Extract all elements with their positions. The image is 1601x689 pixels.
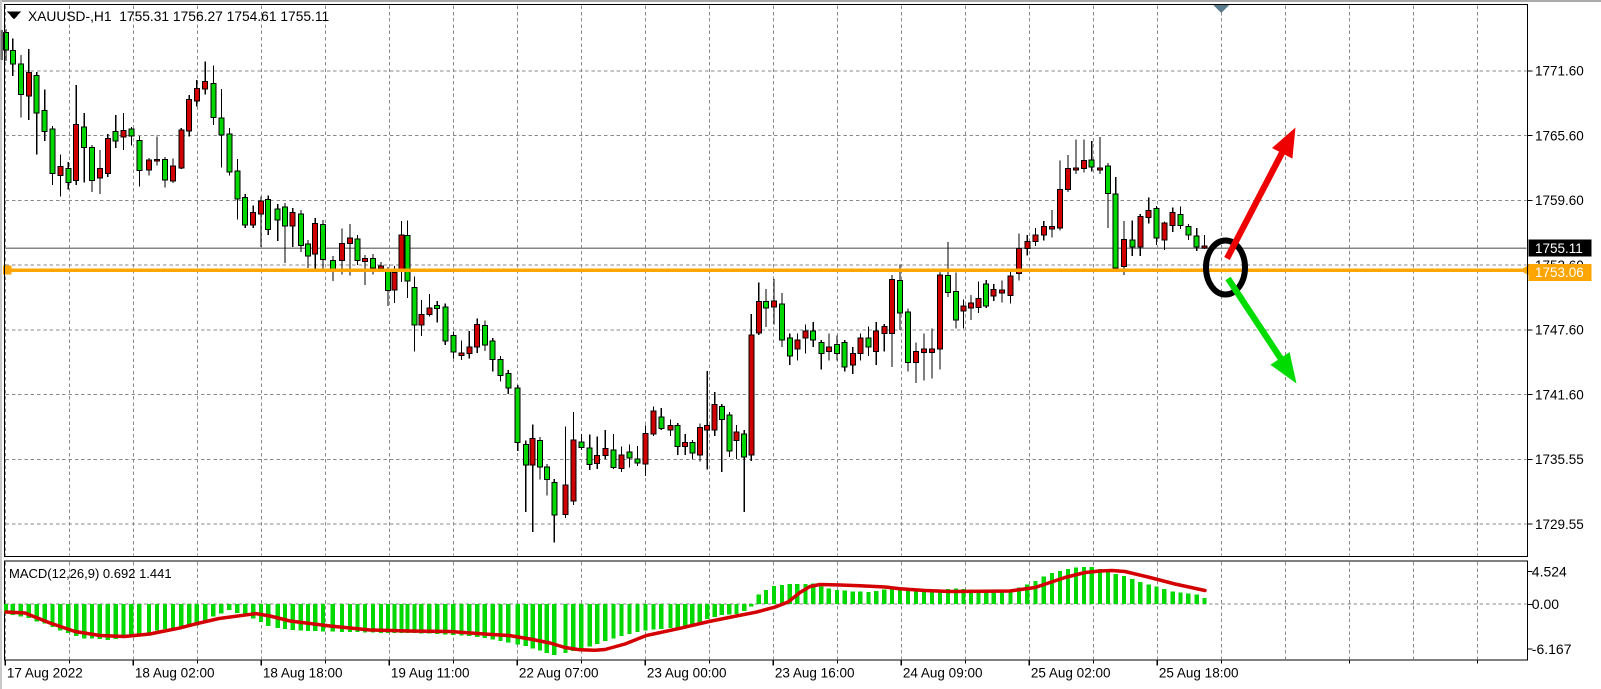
- svg-text:23 Aug 16:00: 23 Aug 16:00: [775, 666, 855, 681]
- svg-text:18 Aug 02:00: 18 Aug 02:00: [135, 666, 215, 681]
- svg-text:MACD(12,26,9) 0.692 1.441: MACD(12,26,9) 0.692 1.441: [9, 566, 172, 581]
- svg-text:1755.11: 1755.11: [1535, 241, 1583, 256]
- svg-text:18 Aug 18:00: 18 Aug 18:00: [263, 666, 343, 681]
- svg-text:25 Aug 02:00: 25 Aug 02:00: [1031, 666, 1111, 681]
- svg-text:23 Aug 00:00: 23 Aug 00:00: [647, 666, 727, 681]
- svg-text:1765.60: 1765.60: [1535, 128, 1584, 143]
- svg-text:4.524: 4.524: [1532, 563, 1567, 579]
- svg-text:19 Aug 11:00: 19 Aug 11:00: [391, 666, 470, 681]
- svg-text:1735.55: 1735.55: [1535, 452, 1584, 467]
- svg-text:1741.60: 1741.60: [1535, 387, 1584, 402]
- svg-text:XAUUSD-,H1 1755.31 1756.27 17: XAUUSD-,H1 1755.31 1756.27 1754.61 1755.…: [28, 9, 329, 24]
- svg-text:-6.167: -6.167: [1532, 641, 1572, 657]
- svg-text:1729.55: 1729.55: [1535, 517, 1584, 532]
- svg-text:0.00: 0.00: [1532, 596, 1559, 612]
- svg-text:1759.60: 1759.60: [1535, 193, 1584, 208]
- svg-text:1747.60: 1747.60: [1535, 323, 1584, 338]
- svg-text:24 Aug 09:00: 24 Aug 09:00: [903, 666, 983, 681]
- svg-text:17 Aug 2022: 17 Aug 2022: [7, 666, 83, 681]
- svg-text:25 Aug 18:00: 25 Aug 18:00: [1159, 666, 1239, 681]
- svg-text:1771.60: 1771.60: [1535, 64, 1584, 79]
- svg-text:1753.06: 1753.06: [1535, 265, 1584, 280]
- svg-text:22 Aug 07:00: 22 Aug 07:00: [519, 666, 599, 681]
